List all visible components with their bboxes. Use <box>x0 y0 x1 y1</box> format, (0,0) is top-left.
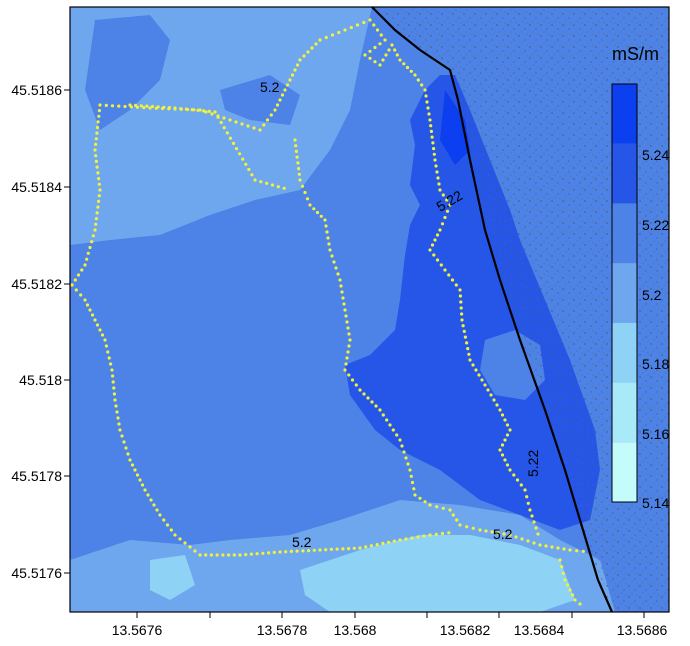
contour-label: 5.2 <box>260 79 280 95</box>
survey-track <box>70 18 585 606</box>
legend-level-label: 5.18 <box>642 356 669 372</box>
legend-color-bands <box>612 84 637 502</box>
y-tick-label: 45.5184 <box>11 179 62 195</box>
legend-color-band <box>612 382 637 443</box>
legend-color-band <box>612 322 637 383</box>
x-tick-label: 13.5678 <box>257 622 308 638</box>
coastline <box>371 6 614 613</box>
contour-label: 5.22 <box>525 450 541 477</box>
legend-level-label: 5.2 <box>642 287 662 303</box>
legend-unit-label: mS/m <box>612 44 659 64</box>
sea-area <box>372 7 669 612</box>
legend-frame <box>611 83 638 503</box>
x-axis: 13.5676 13.5678 13.568 13.5682 13.5684 1… <box>112 612 668 638</box>
field-lowest-region-south <box>300 535 575 612</box>
field-lowest-patch-west <box>150 555 195 600</box>
legend-level-label: 5.14 <box>642 495 669 511</box>
x-tick-label: 13.5682 <box>440 622 491 638</box>
legend-level-label: 5.22 <box>642 217 669 233</box>
color-legend: mS/m 5.24 5.22 5.2 5.18 5.16 5.14 <box>611 44 669 511</box>
y-tick-label: 45.5178 <box>11 468 62 484</box>
legend-color-band <box>612 442 637 502</box>
legend-color-band <box>612 203 637 264</box>
field-high-region-east <box>345 75 600 530</box>
contour-label: 5.2 <box>493 526 513 542</box>
x-tick-label: 13.5684 <box>514 622 565 638</box>
x-tick-label: 13.5676 <box>112 622 163 638</box>
y-tick-label: 45.5186 <box>11 82 62 98</box>
legend-level-label: 5.16 <box>642 426 669 442</box>
legend-color-band <box>612 84 637 144</box>
legend-color-band <box>612 263 637 323</box>
legend-level-label: 5.24 <box>642 147 669 163</box>
plot-frame <box>69 6 670 613</box>
contour-label: 5.2 <box>292 534 312 550</box>
x-tick-label: 13.568 <box>334 622 377 638</box>
y-tick-label: 45.5176 <box>11 565 62 581</box>
x-tick-label: 13.5686 <box>617 622 668 638</box>
field-highest-patch <box>440 90 470 165</box>
field-low-region-north-patch-2 <box>220 75 300 125</box>
y-tick-label: 45.5182 <box>11 276 62 292</box>
legend-color-band <box>612 143 637 204</box>
field-low-region-north-patch <box>85 15 170 130</box>
y-axis: 45.5186 45.5184 45.5182 45.518 45.5178 4… <box>11 82 70 581</box>
y-tick-label: 45.518 <box>19 372 62 388</box>
